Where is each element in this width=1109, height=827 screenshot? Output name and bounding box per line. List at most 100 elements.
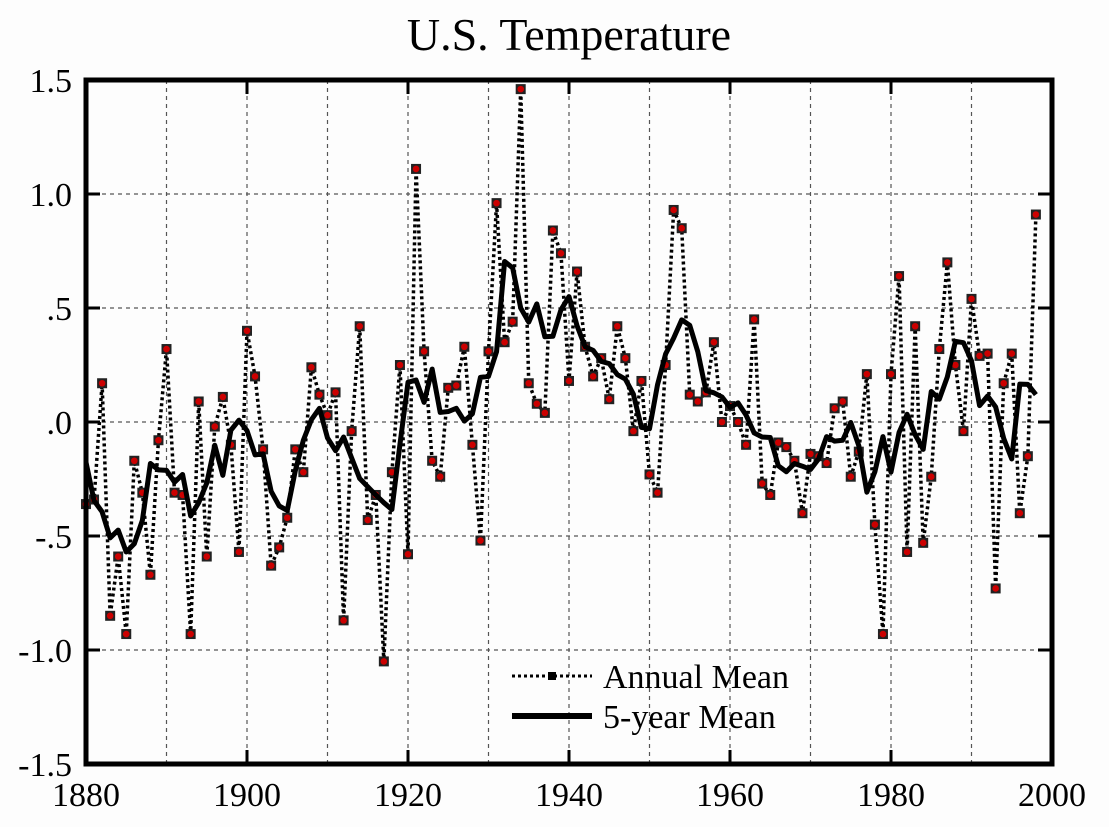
annual-mean-point bbox=[919, 539, 927, 547]
annual-mean-point bbox=[461, 343, 468, 351]
annual-mean-point bbox=[984, 350, 991, 357]
annual-mean-point bbox=[308, 363, 315, 371]
annual-mean-point bbox=[557, 249, 565, 257]
y-tick-label: 1.5 bbox=[30, 63, 73, 100]
annual-mean-point bbox=[1016, 509, 1024, 517]
annual-mean-point bbox=[428, 457, 436, 465]
annual-mean-point bbox=[903, 548, 911, 556]
annual-mean-point bbox=[436, 473, 444, 481]
annual-mean-point bbox=[485, 348, 492, 355]
five-year-mean-line bbox=[83, 258, 1038, 555]
annual-mean-point bbox=[187, 630, 194, 638]
annual-mean-point bbox=[131, 457, 138, 465]
x-tick-label: 1980 bbox=[857, 777, 925, 814]
annual-mean-point bbox=[469, 441, 476, 449]
annual-mean-point bbox=[622, 354, 629, 362]
annual-mean-point bbox=[259, 446, 267, 453]
legend: Annual Mean 5-year Mean bbox=[512, 659, 789, 736]
annual-mean-point bbox=[686, 391, 694, 398]
legend-5yr-label: 5-year Mean bbox=[603, 699, 776, 736]
annual-mean-point bbox=[823, 459, 830, 467]
annual-mean-point bbox=[863, 370, 871, 378]
annual-mean-point bbox=[195, 398, 202, 405]
annual-mean-point bbox=[694, 398, 702, 405]
annual-mean-point bbox=[243, 327, 251, 335]
annual-mean-point bbox=[766, 491, 774, 499]
annual-mean-point bbox=[646, 471, 653, 478]
annual-mean-point bbox=[300, 468, 307, 476]
gridlines bbox=[86, 80, 1052, 764]
y-tick-label: 1.0 bbox=[30, 177, 73, 214]
annual-mean-point bbox=[283, 514, 291, 522]
annual-mean-point bbox=[630, 427, 637, 435]
annual-mean-point bbox=[565, 377, 573, 385]
annual-mean-point bbox=[292, 446, 299, 453]
annual-mean-point bbox=[1024, 452, 1032, 460]
annual-mean-point bbox=[155, 436, 162, 444]
annual-mean-point bbox=[1000, 379, 1007, 387]
annual-mean-point bbox=[968, 295, 975, 303]
annual-mean-point bbox=[380, 658, 388, 665]
annual-mean-point bbox=[775, 439, 782, 446]
annual-mean-point bbox=[517, 85, 524, 93]
y-tick-label: -1.5 bbox=[18, 747, 72, 784]
annual-mean-point bbox=[976, 352, 983, 360]
annual-mean-point bbox=[203, 553, 211, 560]
annual-mean-point bbox=[332, 389, 339, 396]
annual-mean-point bbox=[807, 450, 814, 458]
annual-mean-point bbox=[147, 571, 154, 579]
annual-mean-point bbox=[412, 165, 420, 173]
y-tick-label: -1.0 bbox=[18, 633, 72, 670]
annual-mean-point bbox=[533, 400, 541, 408]
annual-mean-point bbox=[847, 473, 855, 481]
annual-mean-point bbox=[219, 393, 227, 401]
annual-mean-point bbox=[670, 206, 677, 214]
annual-mean-point bbox=[549, 227, 557, 234]
annual-mean-point bbox=[316, 391, 323, 398]
annual-mean-point bbox=[783, 443, 790, 451]
annual-mean-point bbox=[444, 384, 452, 392]
annual-mean-point bbox=[879, 630, 887, 638]
x-tick-label: 1900 bbox=[213, 777, 281, 814]
annual-mean-point bbox=[799, 509, 806, 517]
annual-mean-point bbox=[251, 373, 259, 380]
annual-mean-point bbox=[678, 224, 685, 232]
axes bbox=[83, 77, 1055, 767]
annual-mean-point bbox=[758, 480, 766, 487]
annual-mean-point bbox=[710, 338, 718, 346]
annual-mean-point bbox=[493, 199, 500, 207]
x-tick-label: 1960 bbox=[696, 777, 764, 814]
annual-mean-point bbox=[106, 612, 114, 620]
annual-mean-point bbox=[404, 550, 412, 558]
annual-mean-point bbox=[235, 548, 243, 556]
annual-mean-point bbox=[614, 322, 621, 330]
annual-mean-point bbox=[573, 268, 581, 275]
annual-mean-point bbox=[275, 544, 283, 551]
annual-mean-point bbox=[477, 537, 484, 544]
annual-mean-point bbox=[420, 348, 428, 355]
annual-mean-point bbox=[98, 379, 106, 387]
annual-mean-point bbox=[887, 370, 895, 378]
annual-mean-point bbox=[895, 272, 903, 280]
annual-mean-series bbox=[81, 84, 1041, 667]
annual-mean-point bbox=[211, 423, 219, 430]
annual-mean-point bbox=[638, 377, 645, 385]
annual-mean-point bbox=[734, 418, 742, 426]
annual-mean-point bbox=[541, 409, 549, 417]
annual-mean-point bbox=[356, 322, 364, 330]
five-year-mean-series bbox=[83, 258, 1038, 555]
annual-mean-point bbox=[509, 318, 516, 325]
annual-mean-point bbox=[396, 361, 404, 369]
annual-mean-point bbox=[927, 473, 935, 481]
x-tick-label: 1920 bbox=[374, 777, 442, 814]
x-tick-label: 1940 bbox=[535, 777, 603, 814]
annual-mean-point bbox=[340, 617, 347, 624]
annual-mean-point bbox=[525, 379, 533, 387]
annual-mean-point bbox=[1008, 350, 1016, 357]
y-tick-label: .0 bbox=[47, 405, 73, 442]
annual-mean-point bbox=[501, 338, 508, 346]
annual-mean-point bbox=[163, 345, 170, 353]
legend-annual-marker bbox=[548, 672, 556, 680]
annual-mean-point bbox=[960, 427, 967, 435]
